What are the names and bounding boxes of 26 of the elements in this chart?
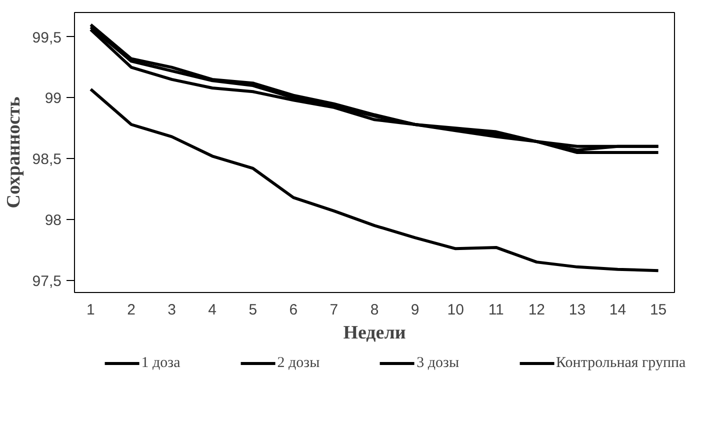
- legend-label: 3 дозы: [416, 354, 460, 372]
- x-tick-label: 7: [330, 302, 338, 318]
- y-tick-label: 99: [44, 90, 62, 108]
- x-tick-label: 3: [168, 302, 176, 318]
- y-tick-label: 97,5: [32, 272, 62, 290]
- legend-label: 1 доза: [141, 354, 180, 372]
- y-tick-label: 98: [44, 212, 62, 229]
- x-tick-label: 11: [488, 302, 504, 318]
- x-tick-label: 15: [650, 302, 667, 318]
- x-tick-label: 10: [447, 302, 464, 318]
- x-axis-title: Недели: [343, 322, 406, 344]
- legend-label: 2 дозы: [277, 354, 320, 372]
- x-tick-label: 1: [86, 302, 95, 318]
- y-tick-label: 98,5: [32, 151, 62, 168]
- x-tick-label: 2: [127, 302, 136, 318]
- y-axis-title: Сохранность: [3, 96, 24, 208]
- y-tick-label: 99,5: [32, 29, 62, 46]
- legend-label: Контрольная группа: [556, 354, 686, 372]
- x-tick-label: 5: [248, 302, 258, 318]
- x-tick-label: 12: [528, 302, 546, 318]
- x-tick-label: 4: [208, 302, 217, 318]
- x-tick-label: 14: [609, 302, 626, 318]
- x-tick-label: 13: [568, 302, 586, 318]
- x-tick-label: 8: [370, 302, 379, 318]
- x-tick-label: 9: [410, 302, 420, 318]
- x-tick-label: 6: [289, 302, 298, 318]
